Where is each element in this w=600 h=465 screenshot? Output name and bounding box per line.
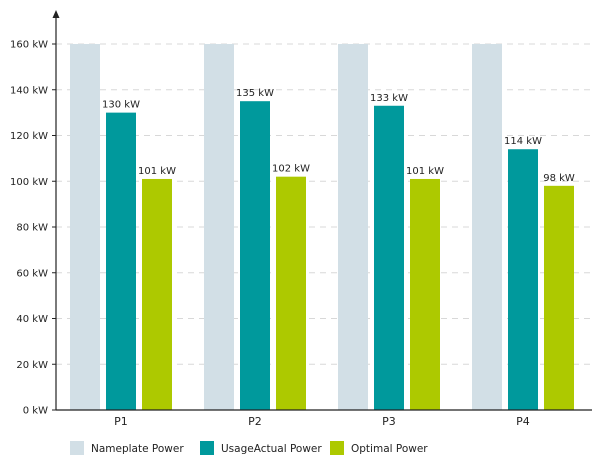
- x-category-label: P1: [114, 415, 128, 428]
- data-label-usage-actual-p4: 114 kW: [504, 136, 542, 147]
- x-axis-category-labels: P1 P2 P3 P4: [114, 415, 530, 428]
- x-category-label: P2: [248, 415, 262, 428]
- legend-label-nameplate: Nameplate Power: [91, 443, 184, 455]
- bar-nameplate-p4: [472, 44, 502, 410]
- bar-usage-actual-p1: [106, 112, 136, 410]
- y-tick-label: 20 kW: [16, 360, 48, 371]
- y-axis-tick-labels: 0 kW 20 kW 40 kW 60 kW 80 kW 100 kW 120 kW 140 …: [10, 40, 56, 417]
- y-tick-label: 80 kW: [16, 223, 48, 234]
- legend-swatch-nameplate: [70, 441, 84, 455]
- data-label-usage-actual-p2: 135 kW: [236, 88, 274, 99]
- data-label-usage-actual-p3: 133 kW: [370, 93, 408, 104]
- legend: Nameplate Power UsageActual Power Optimal …: [70, 441, 428, 455]
- bar-optimal-p1: [142, 178, 172, 410]
- y-tick-label: 40 kW: [16, 314, 48, 325]
- y-tick-label: 0 kW: [23, 406, 48, 417]
- data-label-optimal-p3: 101 kW: [406, 166, 444, 177]
- bar-optimal-p2: [276, 176, 306, 410]
- bars: [70, 44, 574, 410]
- bar-optimal-p4: [544, 185, 574, 410]
- data-label-optimal-p1: 101 kW: [138, 166, 176, 177]
- legend-swatch-usage-actual: [200, 441, 214, 455]
- bar-nameplate-p2: [204, 44, 234, 410]
- y-axis-arrow-icon: [52, 10, 60, 18]
- bar-optimal-p3: [410, 178, 440, 410]
- x-category-label: P4: [516, 415, 530, 428]
- data-label-optimal-p4: 98 kW: [543, 173, 575, 184]
- data-label-usage-actual-p1: 130 kW: [102, 100, 140, 111]
- bar-usage-actual-p2: [240, 101, 270, 410]
- y-tick-label: 100 kW: [10, 177, 48, 188]
- legend-swatch-optimal: [330, 441, 344, 455]
- bar-usage-actual-p3: [374, 105, 404, 410]
- bar-usage-actual-p4: [508, 149, 538, 410]
- x-category-label: P3: [382, 415, 396, 428]
- y-tick-label: 60 kW: [16, 268, 48, 279]
- legend-label-optimal: Optimal Power: [351, 443, 428, 455]
- data-labels: 130 kW 101 kW 135 kW 102 kW 133 kW 101 kW 114 …: [102, 88, 575, 184]
- y-tick-label: 120 kW: [10, 131, 48, 142]
- bar-nameplate-p3: [338, 44, 368, 410]
- y-tick-label: 160 kW: [10, 40, 48, 51]
- legend-label-usage-actual: UsageActual Power: [221, 443, 322, 455]
- y-tick-label: 140 kW: [10, 85, 48, 96]
- axes: [52, 10, 592, 411]
- bar-nameplate-p1: [70, 44, 100, 410]
- data-label-optimal-p2: 102 kW: [272, 164, 310, 175]
